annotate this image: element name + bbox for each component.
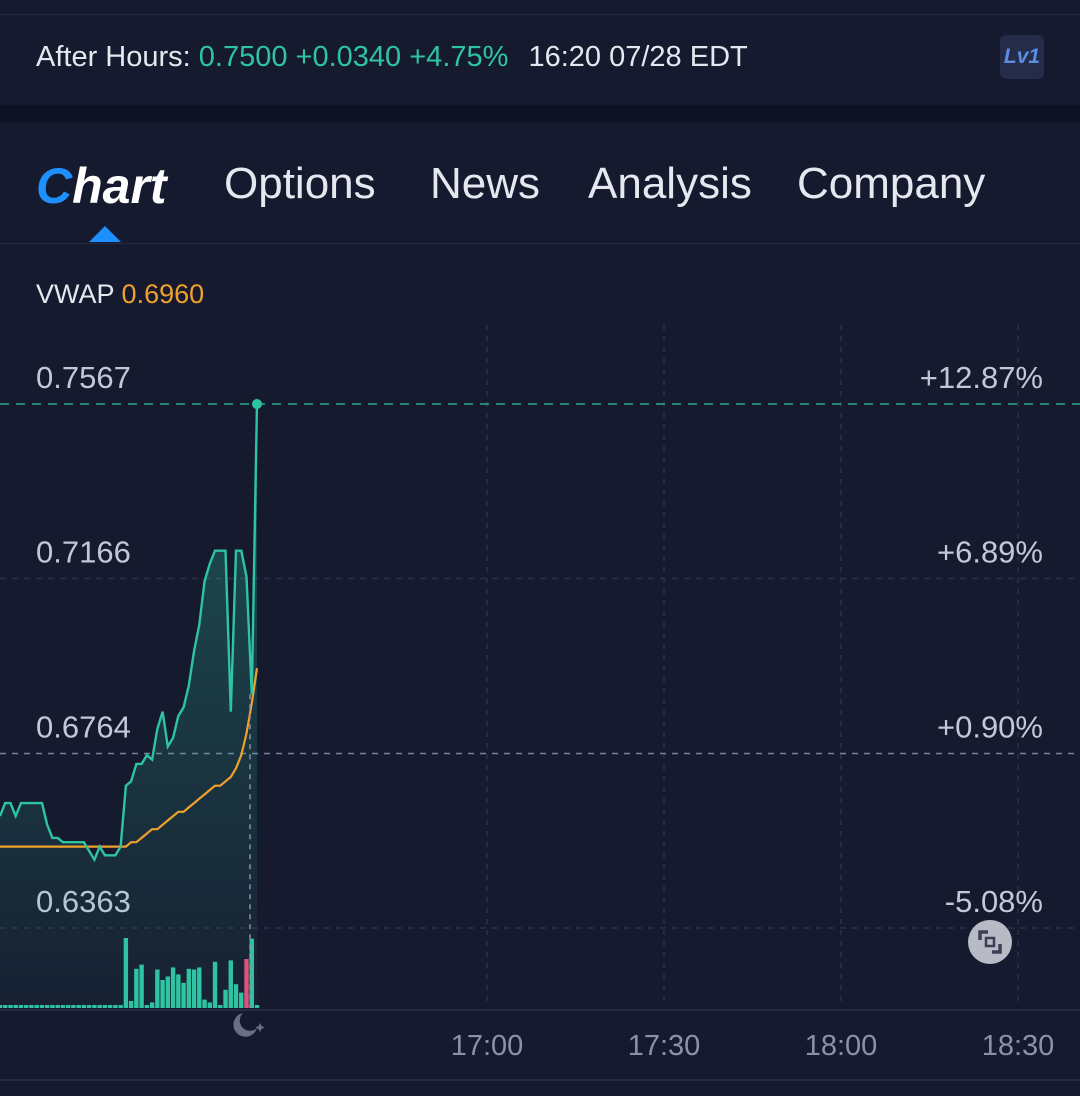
axis-labels: 0.7567+12.87%0.7166+6.89%0.6764+0.90%0.6… <box>36 360 1054 1062</box>
last-price-dot <box>252 399 262 409</box>
price-line <box>0 402 259 863</box>
after-hours-label: After Hours: <box>36 41 191 73</box>
level-badge[interactable]: Lv1 <box>1000 35 1044 79</box>
after-hours-price: 0.7500 <box>198 41 288 73</box>
after-hours-moon-icon <box>233 1013 265 1037</box>
tab-bar: Chart Options News Analysis Company <box>0 123 1080 244</box>
after-hours-bar: After Hours: 0.7500 +0.0340 +4.75% 16:20… <box>0 15 1080 105</box>
price-tick-label: 0.6764 <box>36 709 131 744</box>
top-divider <box>0 14 1080 15</box>
tab-chart-label: hart <box>72 158 167 214</box>
vwap-line <box>0 668 259 848</box>
time-tick-label: 17:00 <box>451 1030 524 1062</box>
tab-company[interactable]: Company <box>797 159 986 208</box>
tab-options[interactable]: Options <box>224 159 376 208</box>
pct-tick-label: +6.89% <box>937 535 1043 570</box>
vwap-indicator[interactable]: VWAP 0.6960 <box>36 279 204 310</box>
time-tick-label: 18:30 <box>982 1030 1055 1062</box>
price-area <box>0 402 257 1008</box>
tab-chart-prefix: C <box>36 158 73 214</box>
pct-tick-label: +12.87% <box>920 360 1043 395</box>
tab-news[interactable]: News <box>430 159 541 208</box>
price-tick-label: 0.7567 <box>36 360 131 395</box>
price-tick-label: 0.7166 <box>36 535 131 570</box>
tab-analysis[interactable]: Analysis <box>588 159 752 208</box>
vwap-value: 0.6960 <box>121 279 205 309</box>
time-tick-label: 17:30 <box>628 1030 701 1062</box>
price-chart[interactable]: 0.7567+12.87%0.7166+6.89%0.6764+0.90%0.6… <box>0 320 1080 1096</box>
vwap-label: VWAP <box>36 279 115 309</box>
pct-tick-label: +0.90% <box>937 709 1043 744</box>
after-hours-change-pct: +4.75% <box>409 41 509 73</box>
pct-tick-label: -5.08% <box>945 884 1043 919</box>
section-separator <box>0 105 1080 123</box>
time-tick-label: 18:00 <box>805 1030 878 1062</box>
expand-icon <box>978 930 1002 954</box>
after-hours-change: +0.0340 <box>295 41 402 73</box>
chart-series <box>0 399 262 1008</box>
after-hours-time: 16:20 07/28 EDT <box>528 41 748 73</box>
after-hours-quote: After Hours: 0.7500 +0.0340 +4.75% 16:20… <box>36 41 748 74</box>
fullscreen-button[interactable] <box>968 920 1012 964</box>
chart-grid <box>0 325 1080 1081</box>
tab-chart[interactable]: Chart <box>36 157 167 215</box>
active-tab-indicator <box>89 226 121 242</box>
